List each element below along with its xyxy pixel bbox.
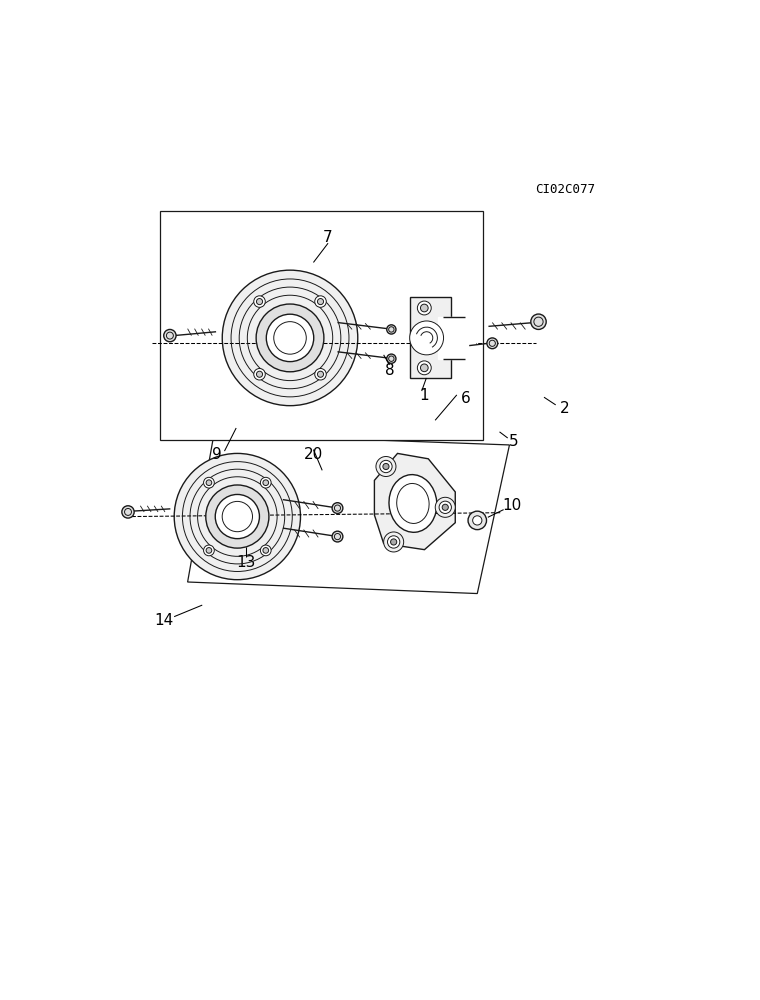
Text: 10: 10 (503, 497, 522, 512)
Text: 8: 8 (385, 363, 394, 378)
Circle shape (206, 480, 212, 486)
Circle shape (420, 364, 428, 372)
Text: 5: 5 (508, 434, 518, 449)
Circle shape (417, 361, 431, 375)
Circle shape (387, 354, 396, 363)
Circle shape (318, 371, 324, 377)
Circle shape (315, 296, 326, 307)
Text: 14: 14 (154, 613, 174, 628)
Circle shape (417, 301, 431, 315)
Polygon shape (160, 211, 483, 440)
Text: 7: 7 (323, 230, 333, 245)
Circle shape (383, 463, 389, 470)
Circle shape (332, 503, 343, 513)
Polygon shape (375, 453, 455, 550)
Circle shape (261, 545, 271, 556)
Text: 13: 13 (236, 555, 256, 570)
Circle shape (332, 531, 343, 542)
Circle shape (473, 516, 482, 525)
Circle shape (263, 480, 268, 486)
Circle shape (174, 453, 300, 580)
Circle shape (384, 532, 404, 552)
Circle shape (376, 456, 396, 477)
Polygon shape (439, 317, 475, 359)
Text: 2: 2 (560, 401, 570, 416)
Circle shape (387, 325, 396, 334)
Circle shape (263, 548, 268, 553)
Text: CI02C077: CI02C077 (535, 183, 595, 196)
Circle shape (254, 368, 265, 380)
Circle shape (530, 314, 546, 329)
Text: 1: 1 (420, 388, 429, 403)
Circle shape (435, 497, 455, 517)
Circle shape (487, 338, 498, 349)
Circle shape (410, 321, 444, 355)
Circle shape (254, 296, 265, 307)
Circle shape (420, 304, 428, 312)
Circle shape (256, 304, 324, 372)
Circle shape (388, 536, 400, 548)
Circle shape (204, 545, 214, 556)
Circle shape (215, 494, 259, 539)
Circle shape (391, 539, 397, 545)
Text: 6: 6 (461, 391, 470, 406)
Circle shape (222, 270, 358, 406)
Circle shape (122, 506, 135, 518)
Circle shape (256, 371, 262, 377)
Circle shape (439, 501, 451, 513)
Circle shape (261, 477, 271, 488)
Circle shape (468, 511, 486, 530)
Circle shape (204, 477, 214, 488)
Text: 20: 20 (304, 447, 323, 462)
Circle shape (206, 485, 269, 548)
Polygon shape (188, 434, 509, 594)
Text: 9: 9 (212, 447, 222, 462)
Polygon shape (410, 297, 451, 378)
Ellipse shape (389, 475, 437, 532)
Circle shape (442, 504, 448, 510)
Circle shape (315, 368, 326, 380)
Circle shape (266, 314, 314, 362)
Circle shape (318, 299, 324, 305)
Circle shape (206, 548, 212, 553)
Circle shape (380, 460, 392, 473)
Circle shape (256, 299, 262, 305)
Circle shape (163, 329, 176, 342)
